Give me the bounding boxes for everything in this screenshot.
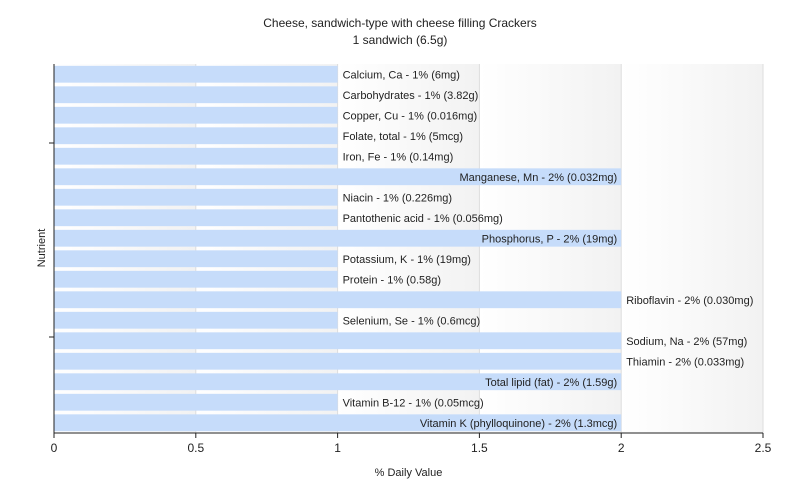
x-tick-label: 2.5 bbox=[755, 441, 772, 455]
bar bbox=[54, 352, 622, 370]
bar-label: Vitamin B-12 - 1% (0.05mcg) bbox=[343, 397, 484, 409]
plot-band bbox=[54, 64, 196, 433]
bar-label: Carbohydrates - 1% (3.82g) bbox=[343, 90, 479, 102]
chart-subtitle: 1 sandwich (6.5g) bbox=[352, 33, 448, 47]
y-axis-title: Nutrient bbox=[36, 229, 48, 268]
bar-label: Pantothenic acid - 1% (0.056mg) bbox=[343, 213, 503, 225]
bar-label: Thiamin - 2% (0.033mg) bbox=[626, 356, 744, 368]
bar-label: Total lipid (fat) - 2% (1.59g) bbox=[485, 377, 617, 389]
bar-label: Calcium, Ca - 1% (6mg) bbox=[343, 69, 460, 81]
bar-label: Copper, Cu - 1% (0.016mg) bbox=[343, 110, 478, 122]
plot-band bbox=[195, 64, 338, 433]
bar-label: Iron, Fe - 1% (0.14mg) bbox=[343, 151, 454, 163]
bar bbox=[54, 311, 338, 329]
bar bbox=[54, 106, 338, 124]
plot-band bbox=[479, 64, 622, 433]
x-tick-label: 1 bbox=[334, 441, 341, 455]
bar bbox=[54, 86, 338, 104]
bar-label: Selenium, Se - 1% (0.6mcg) bbox=[343, 315, 481, 327]
x-axis-title: % Daily Value bbox=[375, 467, 443, 479]
bar bbox=[54, 168, 622, 186]
bar bbox=[54, 373, 622, 391]
bar bbox=[54, 127, 338, 145]
bar bbox=[54, 147, 338, 165]
bar-label: Protein - 1% (0.58g) bbox=[343, 274, 441, 286]
bar-label: Folate, total - 1% (5mcg) bbox=[343, 131, 463, 143]
bar-label: Sodium, Na - 2% (57mg) bbox=[626, 336, 747, 348]
bar-label: Phosphorus, P - 2% (19mg) bbox=[482, 233, 618, 245]
bar bbox=[54, 393, 338, 411]
x-tick-label: 0 bbox=[51, 441, 58, 455]
bar-label: Potassium, K - 1% (19mg) bbox=[343, 254, 471, 266]
bar bbox=[54, 291, 622, 309]
bar bbox=[54, 250, 338, 268]
bar bbox=[54, 414, 622, 432]
bar-label: Riboflavin - 2% (0.030mg) bbox=[626, 295, 753, 307]
bar-label: Niacin - 1% (0.226mg) bbox=[343, 192, 452, 204]
bar bbox=[54, 270, 338, 288]
plot-band bbox=[621, 64, 763, 433]
chart-title: Cheese, sandwich-type with cheese fillin… bbox=[263, 16, 537, 30]
x-tick-label: 1.5 bbox=[471, 441, 488, 455]
bar bbox=[54, 209, 338, 227]
x-tick-label: 0.5 bbox=[187, 441, 204, 455]
bar-label: Manganese, Mn - 2% (0.032mg) bbox=[459, 172, 617, 184]
bar bbox=[54, 65, 338, 83]
x-tick-label: 2 bbox=[618, 441, 625, 455]
bar-label: Vitamin K (phylloquinone) - 2% (1.3mcg) bbox=[420, 418, 617, 430]
plot-band bbox=[337, 64, 480, 433]
bar bbox=[54, 229, 622, 247]
bar bbox=[54, 188, 338, 206]
bar bbox=[54, 332, 622, 350]
